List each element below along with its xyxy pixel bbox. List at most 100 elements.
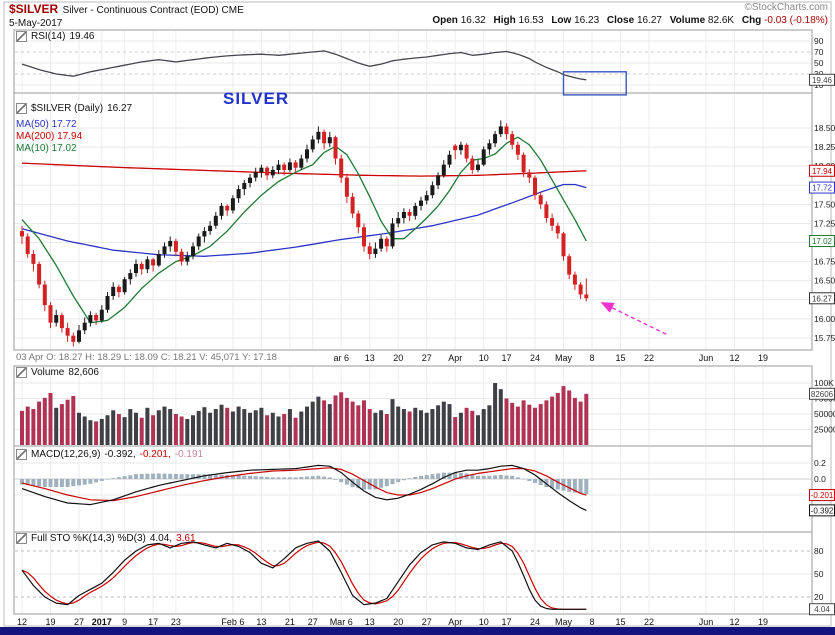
- high-label: High: [493, 15, 516, 26]
- svg-text:22: 22: [644, 617, 654, 627]
- macd-indicator-icon: [16, 449, 27, 460]
- svg-text:17.50: 17.50: [814, 199, 835, 209]
- svg-text:24: 24: [530, 353, 540, 363]
- svg-text:20: 20: [393, 353, 403, 363]
- svg-text:15.75: 15.75: [814, 333, 835, 343]
- macd-panel-label: MACD(12,26,9) -0.392, -0.201, -0.191: [16, 449, 203, 460]
- svg-text:20: 20: [393, 617, 403, 627]
- x-axis-labels: ar 6 13 20 27 Apr 10 17 24 May 8 15 22 Jun 12 19 12 19 27…: [17, 353, 768, 627]
- svg-text:90: 90: [814, 36, 824, 46]
- svg-text:15: 15: [615, 617, 625, 627]
- low-value: 16.23: [574, 15, 600, 26]
- svg-text:13: 13: [256, 617, 266, 627]
- svg-text:13: 13: [365, 353, 375, 363]
- svg-text:4.04: 4.04: [814, 605, 830, 614]
- right-axis-labels: 907050301018.5018.2518.0017.7517.5017.25…: [814, 36, 835, 602]
- svg-text:Feb 6: Feb 6: [221, 617, 244, 627]
- macd-value-line: -0.392,: [104, 449, 136, 460]
- ma200-label: MA(200) 17.94: [16, 131, 83, 142]
- svg-text:Jun: Jun: [699, 353, 714, 363]
- candlesticks: [20, 120, 589, 347]
- svg-text:May: May: [555, 617, 573, 627]
- svg-text:50: 50: [814, 58, 824, 68]
- svg-text:21: 21: [285, 617, 295, 627]
- svg-text:16.27: 16.27: [812, 294, 833, 303]
- rsi-panel-label: RSI(14) 19.46: [16, 31, 94, 42]
- open-label: Open: [432, 15, 458, 26]
- svg-text:8: 8: [589, 617, 594, 627]
- moving-average-lines: [21, 136, 587, 324]
- high-value: 16.53: [518, 15, 544, 26]
- svg-text:ar 6: ar 6: [333, 353, 349, 363]
- svg-text:20: 20: [814, 592, 824, 602]
- svg-text:27: 27: [422, 353, 432, 363]
- panel-backgrounds: [14, 30, 812, 614]
- ticker-symbol: $SILVER: [9, 2, 59, 16]
- svg-text:May: May: [555, 353, 573, 363]
- quote-summary: Open 16.32 High 16.53 Low 16.23 Close 16…: [427, 15, 828, 26]
- sto-value-d: 3.61: [176, 533, 196, 544]
- stockcharts-credit-link[interactable]: ©StockCharts.com: [744, 2, 828, 13]
- svg-text:9: 9: [122, 617, 127, 627]
- svg-text:100K: 100K: [814, 378, 834, 388]
- chg-label: Chg: [741, 15, 762, 26]
- volume-label: Volume: [669, 15, 706, 26]
- ma50-label: MA(50) 17.72: [16, 119, 77, 130]
- macd-label-text: MACD(12,26,9): [31, 449, 101, 460]
- volume-value: 82.6K: [707, 15, 735, 26]
- close-value: 16.27: [636, 15, 662, 26]
- price-panel-label: $SILVER (Daily) 16.27: [16, 103, 132, 114]
- sto-panel-label: Full STO %K(14,3) %D(3) 4.04, 3.61: [16, 533, 196, 544]
- svg-text:27: 27: [74, 617, 84, 627]
- stochastic-series: [21, 540, 587, 610]
- vertical-gridlines: [21, 31, 764, 613]
- svg-text:Mar 6: Mar 6: [330, 617, 353, 627]
- svg-text:23: 23: [171, 617, 181, 627]
- rsi-label-value: 19.46: [69, 31, 95, 42]
- svg-text:17: 17: [148, 617, 158, 627]
- rsi-line-series: [21, 50, 587, 81]
- svg-text:17: 17: [501, 353, 511, 363]
- macd-series: [20, 464, 589, 511]
- svg-text:10: 10: [479, 353, 489, 363]
- chg-value: -0.03 (-0.18%): [764, 15, 828, 26]
- volume-label-value: 82,606: [68, 367, 99, 378]
- svg-text:Apr: Apr: [448, 353, 462, 363]
- ticker-description: Silver - Continuous Contract (EOD) CME: [62, 5, 244, 16]
- svg-text:17.72: 17.72: [812, 184, 833, 193]
- rsi-label-text: RSI(14): [31, 31, 66, 42]
- svg-text:17: 17: [501, 617, 511, 627]
- svg-text:16.00: 16.00: [814, 314, 835, 324]
- svg-text:17.25: 17.25: [814, 218, 835, 228]
- low-label: Low: [551, 15, 572, 26]
- svg-text:17.94: 17.94: [812, 167, 833, 176]
- svg-text:12: 12: [729, 617, 739, 627]
- svg-text:19.46: 19.46: [812, 76, 833, 85]
- chart-header: $SILVER Silver - Continuous Contract (EO…: [9, 3, 244, 30]
- panel-borders: [13, 29, 813, 615]
- silver-text-annotation: SILVER: [223, 89, 290, 108]
- svg-text:27: 27: [308, 617, 318, 627]
- macd-value-signal: -0.201,: [139, 449, 171, 460]
- price-label-text: $SILVER (Daily): [31, 103, 104, 114]
- svg-text:16.75: 16.75: [814, 257, 835, 267]
- chart-date: 5-May-2017: [9, 18, 63, 29]
- rsi-indicator-icon: [16, 31, 27, 42]
- svg-text:13: 13: [365, 617, 375, 627]
- close-label: Close: [606, 15, 635, 26]
- svg-text:50000: 50000: [814, 409, 835, 419]
- svg-text:-0.201: -0.201: [811, 491, 834, 500]
- svg-text:80: 80: [814, 546, 824, 556]
- svg-text:15: 15: [615, 353, 625, 363]
- svg-text:12: 12: [729, 353, 739, 363]
- svg-text:19: 19: [758, 353, 768, 363]
- svg-text:19: 19: [45, 617, 55, 627]
- sto-value-k: 4.04,: [149, 533, 173, 544]
- svg-text:19: 19: [758, 617, 768, 627]
- crosshair-info-line: 03 Apr O: 18.27 H: 18.29 L: 18.09 C: 18.…: [16, 352, 277, 363]
- volume-panel-label: Volume 82,606: [16, 367, 99, 378]
- price-indicator-icon: [16, 103, 27, 114]
